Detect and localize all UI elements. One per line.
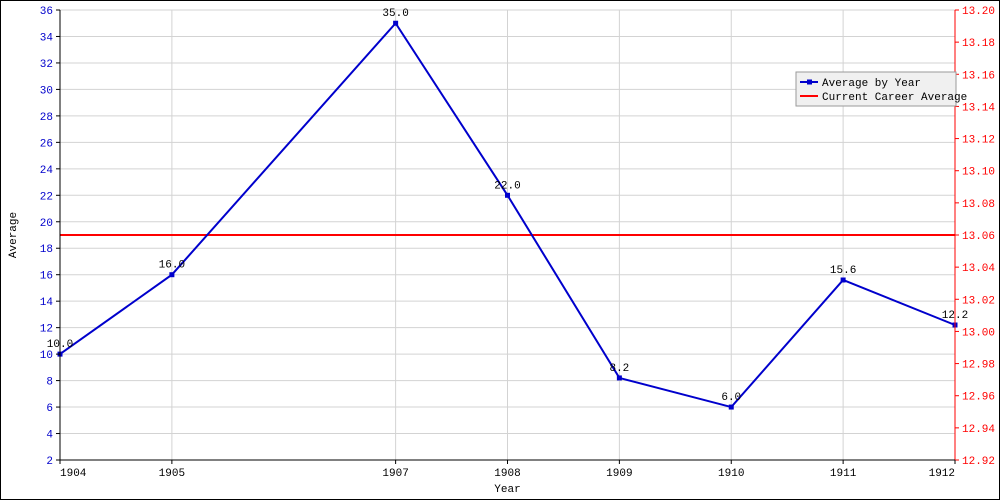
legend-label: Current Career Average (822, 92, 967, 104)
data-label: 22.0 (494, 180, 520, 192)
ytick-right-label: 13.14 (962, 102, 995, 114)
ytick-left-label: 28 (40, 112, 53, 124)
ytick-left-label: 26 (40, 138, 53, 150)
ytick-left-label: 18 (40, 244, 53, 256)
ytick-left-label: 12 (40, 324, 53, 336)
ytick-left-label: 22 (40, 191, 53, 203)
legend-label: Average by Year (822, 78, 921, 90)
ytick-right-label: 13.00 (962, 327, 995, 339)
xtick-label: 1911 (830, 468, 857, 480)
ytick-left-label: 2 (46, 456, 53, 468)
data-marker (169, 272, 174, 277)
y-axis-label: Average (8, 212, 20, 258)
data-marker (617, 375, 622, 380)
xtick-label: 1908 (494, 468, 520, 480)
xtick-label: 1905 (159, 468, 185, 480)
ytick-left-label: 34 (40, 32, 54, 44)
ytick-left-label: 6 (46, 403, 53, 415)
legend-marker (807, 80, 812, 85)
ytick-left-label: 8 (46, 377, 53, 389)
ytick-right-label: 13.04 (962, 263, 995, 275)
data-marker (505, 193, 510, 198)
ytick-right-label: 12.94 (962, 424, 995, 436)
data-label: 6.0 (721, 392, 741, 404)
ytick-left-label: 20 (40, 218, 53, 230)
ytick-right-label: 12.92 (962, 456, 995, 468)
data-marker (841, 278, 846, 283)
ytick-right-label: 12.98 (962, 360, 995, 372)
ytick-right-label: 13.20 (962, 6, 995, 18)
data-label: 35.0 (382, 8, 408, 20)
xtick-label: 1912 (929, 468, 955, 480)
ytick-right-label: 13.10 (962, 167, 995, 179)
ytick-right-label: 12.96 (962, 392, 995, 404)
ytick-left-label: 36 (40, 6, 53, 18)
chart-svg: 10.016.035.022.08.26.015.612.22468101214… (0, 0, 1000, 500)
average-by-year-chart: 10.016.035.022.08.26.015.612.22468101214… (0, 0, 1000, 500)
ytick-left-label: 32 (40, 59, 53, 71)
data-label: 8.2 (609, 363, 629, 375)
ytick-right-label: 13.06 (962, 231, 995, 243)
data-marker (729, 405, 734, 410)
ytick-left-label: 14 (40, 297, 54, 309)
xtick-label: 1904 (60, 468, 87, 480)
data-label: 15.6 (830, 265, 856, 277)
ytick-left-label: 30 (40, 85, 53, 97)
ytick-left-label: 24 (40, 165, 54, 177)
ytick-left-label: 4 (46, 430, 53, 442)
data-label: 16.0 (159, 260, 185, 272)
ytick-right-label: 13.08 (962, 199, 995, 211)
data-marker (393, 21, 398, 26)
x-axis-label: Year (494, 484, 520, 496)
xtick-label: 1907 (382, 468, 408, 480)
ytick-right-label: 13.02 (962, 295, 995, 307)
ytick-left-label: 10 (40, 350, 53, 362)
xtick-label: 1910 (718, 468, 744, 480)
xtick-label: 1909 (606, 468, 632, 480)
ytick-right-label: 13.18 (962, 38, 995, 50)
ytick-left-label: 16 (40, 271, 53, 283)
ytick-right-label: 13.12 (962, 135, 995, 147)
ytick-right-label: 13.16 (962, 70, 995, 82)
